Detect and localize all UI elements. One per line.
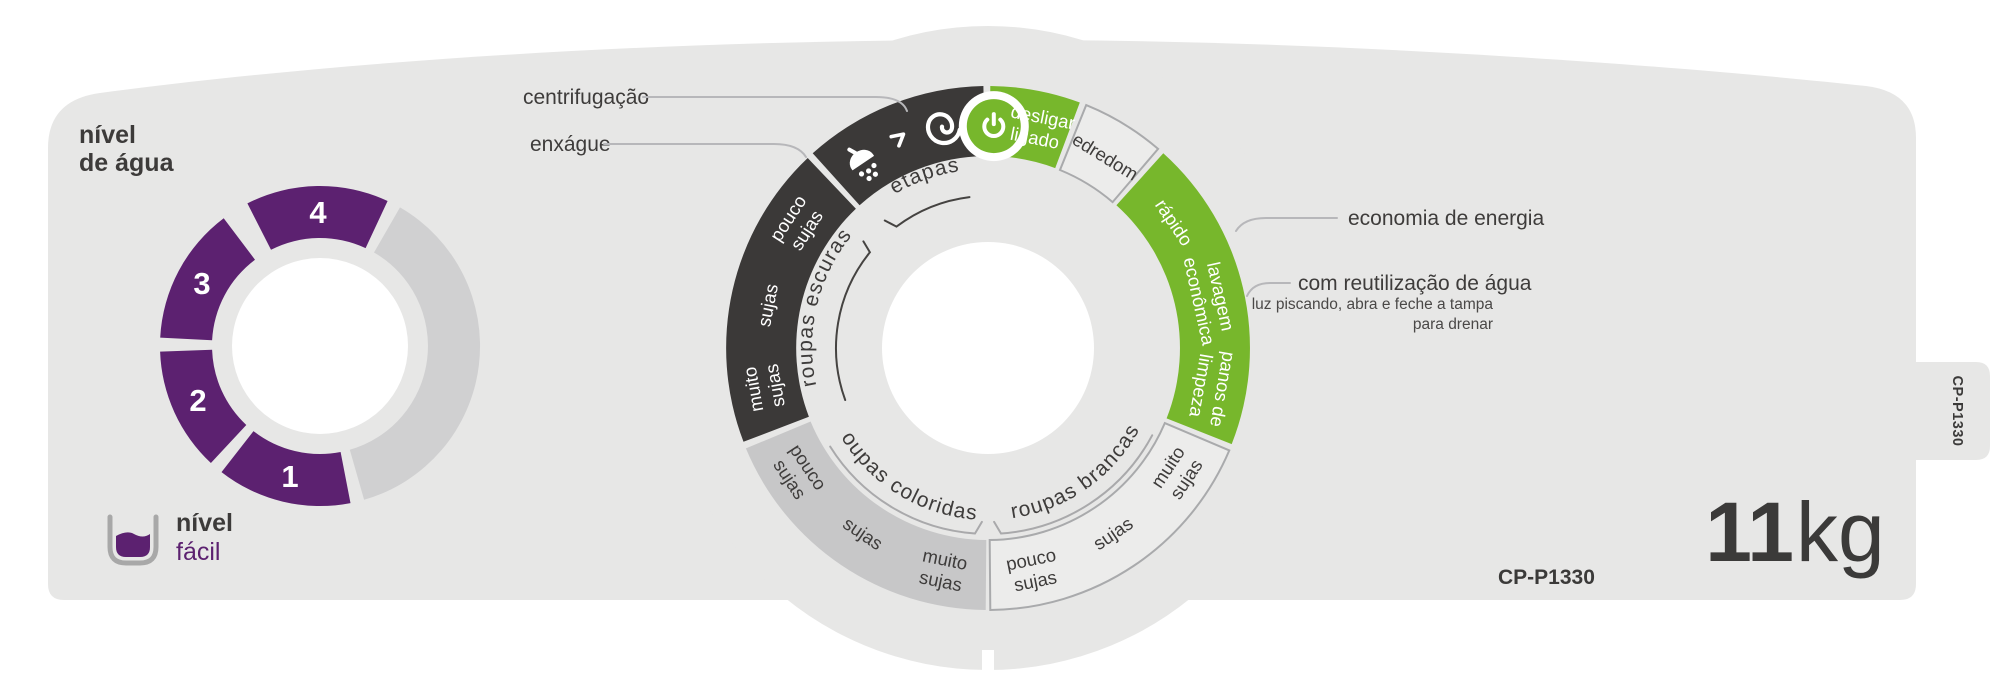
soil-label-dark-pouco: pouco sujas [765, 191, 827, 254]
water-level-number-2: 2 [189, 383, 206, 418]
callout-energia: economia de energia [1348, 207, 1544, 230]
water-level-number-1: 1 [281, 459, 298, 494]
region-line-escuras [835, 240, 872, 401]
water-level-title-line1: nível [79, 121, 136, 149]
region-line-coloridas [829, 445, 983, 535]
side-tab: CP-P1330 [1910, 362, 1990, 460]
capacity-unit: kg [1796, 485, 1885, 579]
callout-centrifugacao-line [642, 96, 908, 112]
easy-level-icon [107, 514, 159, 566]
power-label: desligar ligado [1009, 101, 1077, 153]
segment-roupas-escuras[interactable] [726, 158, 856, 442]
callout-energia-line [1235, 217, 1338, 232]
water-level-segment-1[interactable] [221, 431, 351, 507]
side-tab-label: CP-P1330 [1949, 376, 1965, 447]
callout-reuso-note2: para drenar [1413, 316, 1493, 333]
water-level-silver-arc [349, 207, 481, 500]
callouts: centrifugação enxágue economia de energi… [523, 86, 1544, 333]
region-line-brancas [993, 434, 1154, 535]
capacity-number: 11 [1705, 485, 1794, 579]
power-button[interactable] [958, 91, 1029, 162]
region-line-etapas [883, 196, 971, 228]
water-level-segment-3[interactable] [160, 218, 255, 341]
rinse-shower-icon [847, 147, 878, 182]
segment-green-programs[interactable] [1116, 153, 1250, 445]
water-level-number-4: 4 [309, 195, 327, 230]
water-level-title-line2: de água [79, 149, 175, 177]
dial-index-notch [982, 650, 994, 674]
callout-reuso-line [1246, 282, 1291, 297]
callout-enxague-line [603, 143, 807, 158]
program-knob-hole[interactable] [882, 242, 1094, 454]
water-level-knob-hole[interactable] [232, 258, 408, 434]
callout-reuso-note1: luz piscando, abra e feche a tampa [1252, 296, 1494, 313]
easy-level-label-line1: nível [176, 509, 233, 537]
soil-label-dark-muito: muito sujas [739, 362, 789, 413]
callout-centrifugacao: centrifugação [523, 86, 649, 109]
water-level-segment-4[interactable] [247, 186, 388, 250]
water-level-dial: nível de água 4 3 2 1 nível fácil [79, 121, 481, 566]
segment-roupas-coloridas[interactable] [745, 421, 987, 611]
spin-spiral-icon [925, 112, 962, 146]
power-icon [982, 112, 1006, 139]
callout-enxague: enxágue [530, 133, 611, 156]
model-code: CP-P1330 [1498, 566, 1595, 589]
segment-edredom[interactable] [1058, 103, 1160, 204]
easy-level-label-line2: fácil [176, 538, 220, 566]
water-level-number-3: 3 [193, 266, 210, 301]
side-tab-shape [1910, 362, 1990, 460]
callout-reuso: com reutilização de água [1298, 272, 1532, 295]
segment-roupas-brancas[interactable] [988, 421, 1231, 612]
branding: 11 kg CP-P1330 [1498, 485, 1885, 589]
stage-arrow-icon [889, 132, 906, 148]
water-level-segment-2[interactable] [160, 349, 247, 463]
